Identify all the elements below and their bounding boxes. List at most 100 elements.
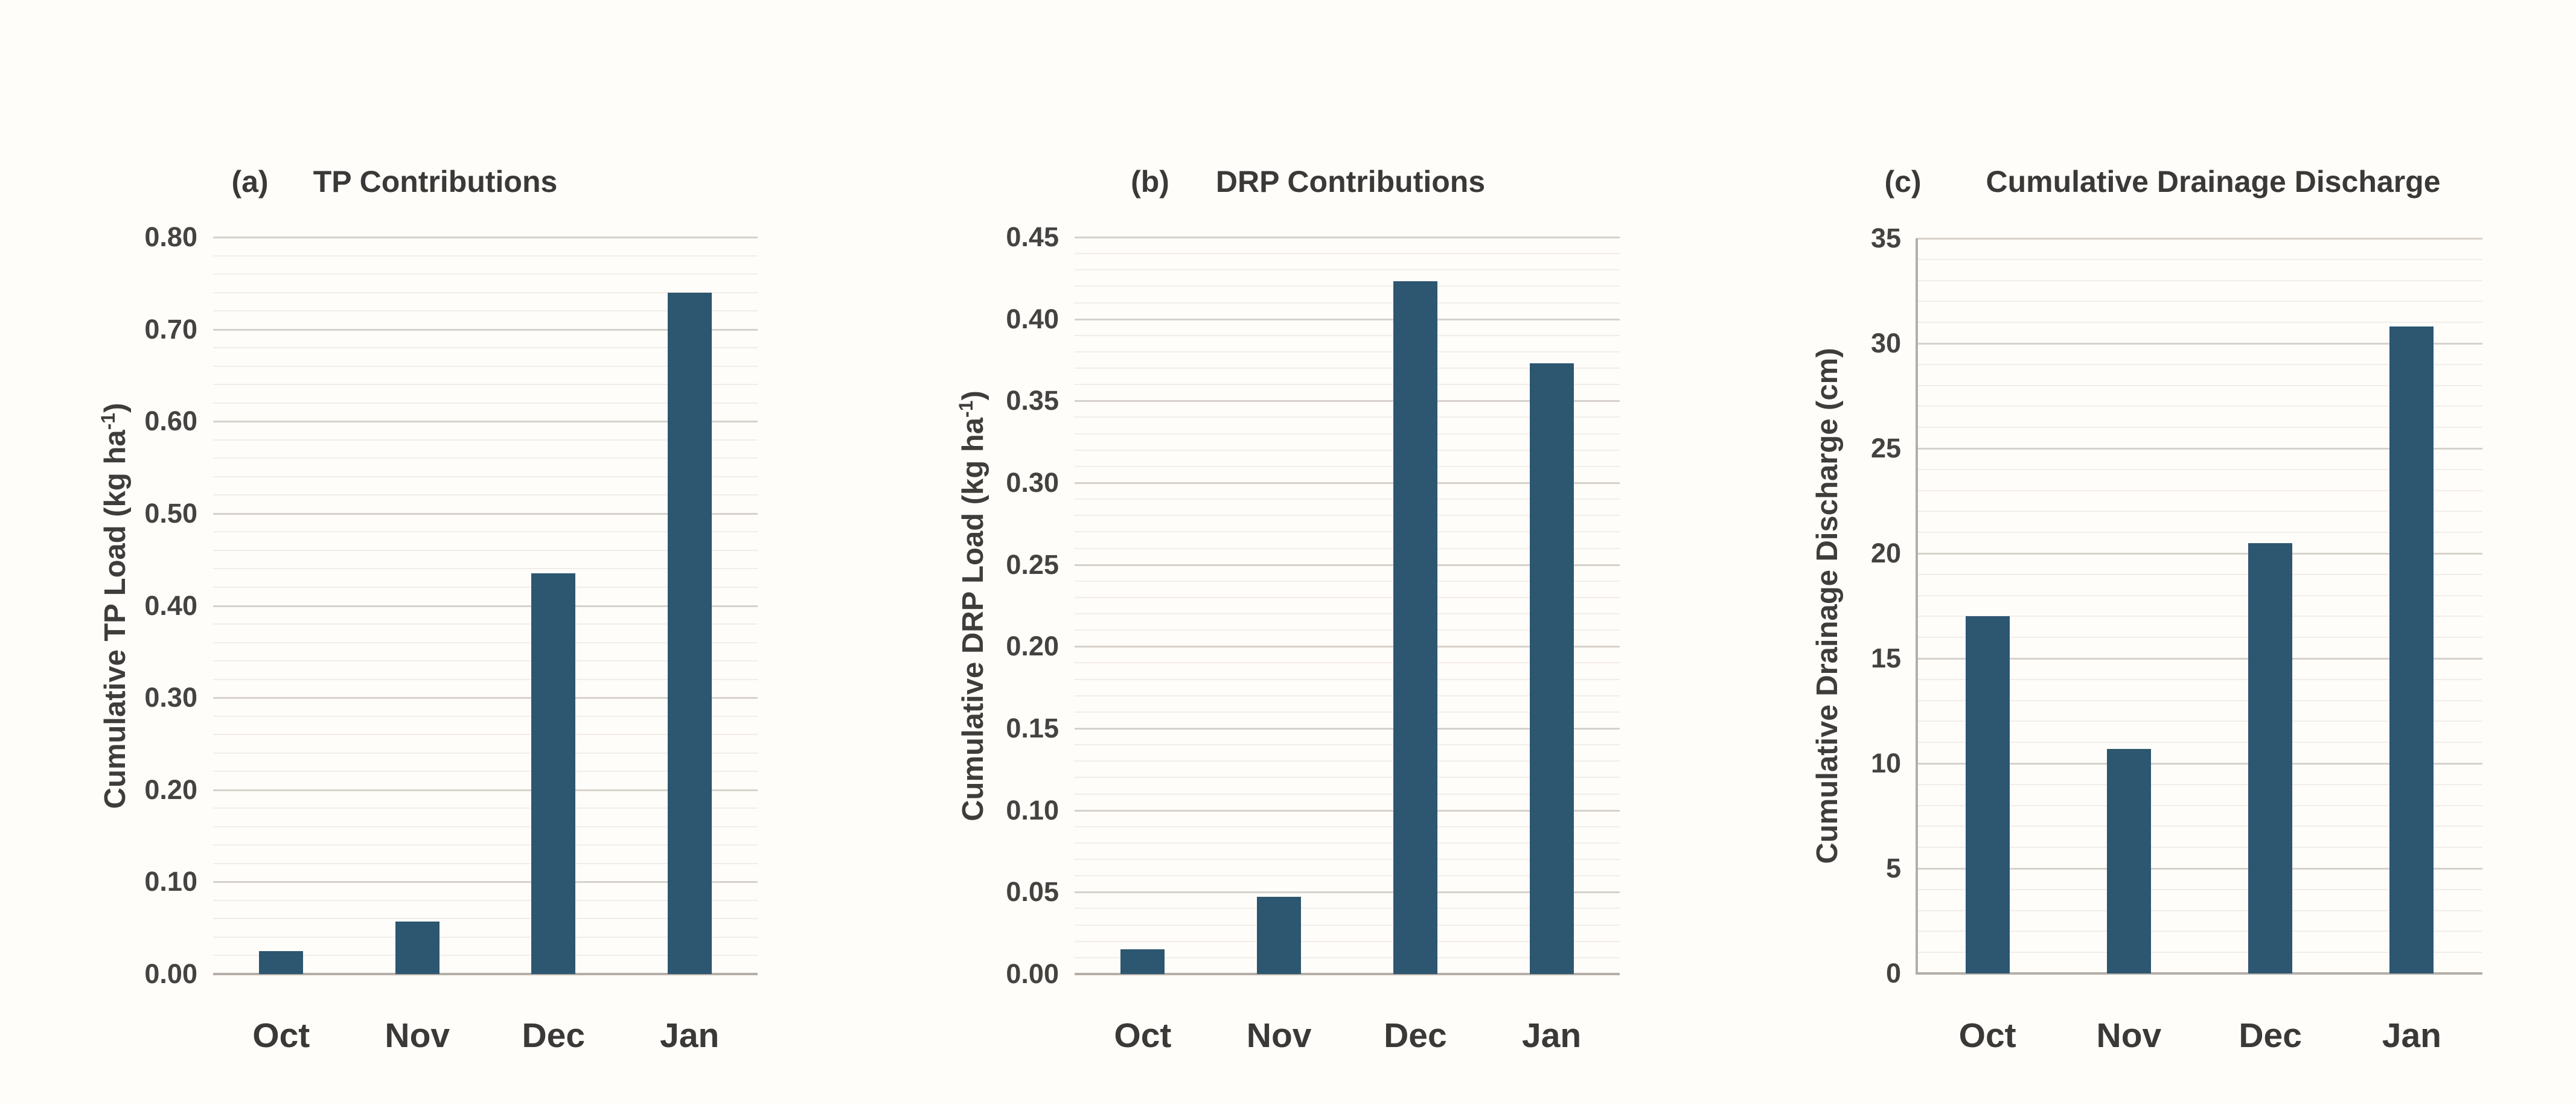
minor-gridline <box>1075 416 1620 418</box>
panel-label-c: (c) <box>1884 165 1922 199</box>
ytick-label-0.00: 0.00 <box>144 958 197 989</box>
minor-gridline <box>1075 334 1620 336</box>
ytick-label-0.20: 0.20 <box>144 774 197 805</box>
bar-jan <box>1529 363 1574 974</box>
minor-gridline <box>1075 629 1620 631</box>
major-gridline <box>1075 891 1620 894</box>
bar-nov <box>2106 749 2151 973</box>
panel-label-b: (b) <box>1131 165 1169 199</box>
minor-gridline <box>213 752 758 754</box>
minor-gridline <box>1917 699 2482 701</box>
minor-gridline <box>1917 594 2482 596</box>
minor-gridline <box>1917 532 2482 533</box>
minor-gridline <box>1075 760 1620 762</box>
minor-gridline <box>1075 875 1620 877</box>
major-gridline <box>213 881 758 884</box>
ytick-label-0.30: 0.30 <box>144 682 197 713</box>
ytick-label-0.70: 0.70 <box>144 313 197 345</box>
bar-oct <box>259 951 304 974</box>
xtick-label-nov: Nov <box>385 1016 450 1055</box>
minor-gridline <box>213 365 758 367</box>
minor-gridline <box>213 402 758 404</box>
xtick-label-jan: Jan <box>1522 1016 1582 1055</box>
major-gridline <box>1917 448 2482 450</box>
ytick-label-35: 35 <box>1870 223 1901 253</box>
minor-gridline <box>213 384 758 386</box>
ytick-label-0.35: 0.35 <box>1006 385 1059 416</box>
minor-gridline <box>1917 909 2482 911</box>
minor-gridline <box>1075 269 1620 271</box>
major-gridline <box>1075 237 1620 238</box>
minor-gridline <box>1917 637 2482 638</box>
ytick-label-0.20: 0.20 <box>1006 631 1059 662</box>
ytick-label-10: 10 <box>1870 748 1901 779</box>
xtick-label-jan: Jan <box>660 1016 720 1055</box>
minor-gridline <box>213 936 758 938</box>
minor-gridline <box>1917 301 2482 302</box>
minor-gridline <box>213 568 758 570</box>
ytick-label-0.45: 0.45 <box>1006 221 1059 252</box>
minor-gridline <box>213 273 758 275</box>
minor-gridline <box>1917 952 2482 954</box>
major-gridline <box>1075 809 1620 812</box>
major-gridline <box>1075 564 1620 566</box>
minor-gridline <box>1917 279 2482 281</box>
major-gridline <box>1075 400 1620 403</box>
bar-oct <box>1965 616 2010 973</box>
minor-gridline <box>213 457 758 459</box>
minor-gridline <box>1075 793 1620 795</box>
minor-gridline <box>1075 302 1620 304</box>
minor-gridline <box>1075 351 1620 352</box>
panel-label-a: (a) <box>231 165 269 199</box>
minor-gridline <box>1917 931 2482 932</box>
minor-gridline <box>1917 363 2482 365</box>
major-gridline <box>213 697 758 699</box>
chart-title-c: Cumulative Drainage Discharge <box>1986 165 2441 199</box>
minor-gridline <box>1075 744 1620 746</box>
x-axis-line <box>1075 973 1620 975</box>
major-gridline <box>1917 238 2482 240</box>
minor-gridline <box>1075 940 1620 942</box>
xtick-label-jan: Jan <box>2382 1016 2441 1055</box>
minor-gridline <box>1917 804 2482 806</box>
minor-gridline <box>1917 468 2482 470</box>
ytick-label-25: 25 <box>1870 433 1901 463</box>
minor-gridline <box>213 715 758 717</box>
minor-gridline <box>213 771 758 772</box>
ytick-label-30: 30 <box>1870 328 1901 358</box>
bar-dec <box>1393 281 1437 974</box>
ytick-label-0.15: 0.15 <box>1006 713 1059 744</box>
minor-gridline <box>213 642 758 643</box>
minor-gridline <box>1075 678 1620 680</box>
xtick-label-dec: Dec <box>1384 1016 1447 1055</box>
major-gridline <box>213 237 758 238</box>
minor-gridline <box>213 623 758 625</box>
xtick-label-nov: Nov <box>2096 1016 2162 1055</box>
y-axis-title-c: Cumulative Drainage Discharge (cm) <box>1809 348 1844 864</box>
minor-gridline <box>1917 384 2482 386</box>
minor-gridline <box>213 678 758 680</box>
ytick-label-0.60: 0.60 <box>144 406 197 437</box>
minor-gridline <box>1917 427 2482 428</box>
bar-oct <box>1120 949 1165 974</box>
minor-gridline <box>213 255 758 256</box>
major-gridline <box>1075 482 1620 484</box>
minor-gridline <box>1917 742 2482 744</box>
major-gridline <box>213 421 758 423</box>
minor-gridline <box>213 734 758 736</box>
ytick-label-0.50: 0.50 <box>144 497 197 529</box>
major-gridline <box>213 605 758 607</box>
xtick-label-oct: Oct <box>1958 1016 2016 1055</box>
major-gridline <box>1917 553 2482 555</box>
minor-gridline <box>213 660 758 662</box>
chart-title-b: DRP Contributions <box>1215 165 1486 199</box>
ytick-label-0.40: 0.40 <box>1006 303 1059 334</box>
bar-dec <box>2248 543 2293 973</box>
minor-gridline <box>213 494 758 496</box>
ytick-label-0.40: 0.40 <box>144 590 197 621</box>
minor-gridline <box>213 862 758 864</box>
ytick-label-20: 20 <box>1870 538 1901 568</box>
x-axis-line <box>213 973 758 975</box>
minor-gridline <box>213 899 758 901</box>
